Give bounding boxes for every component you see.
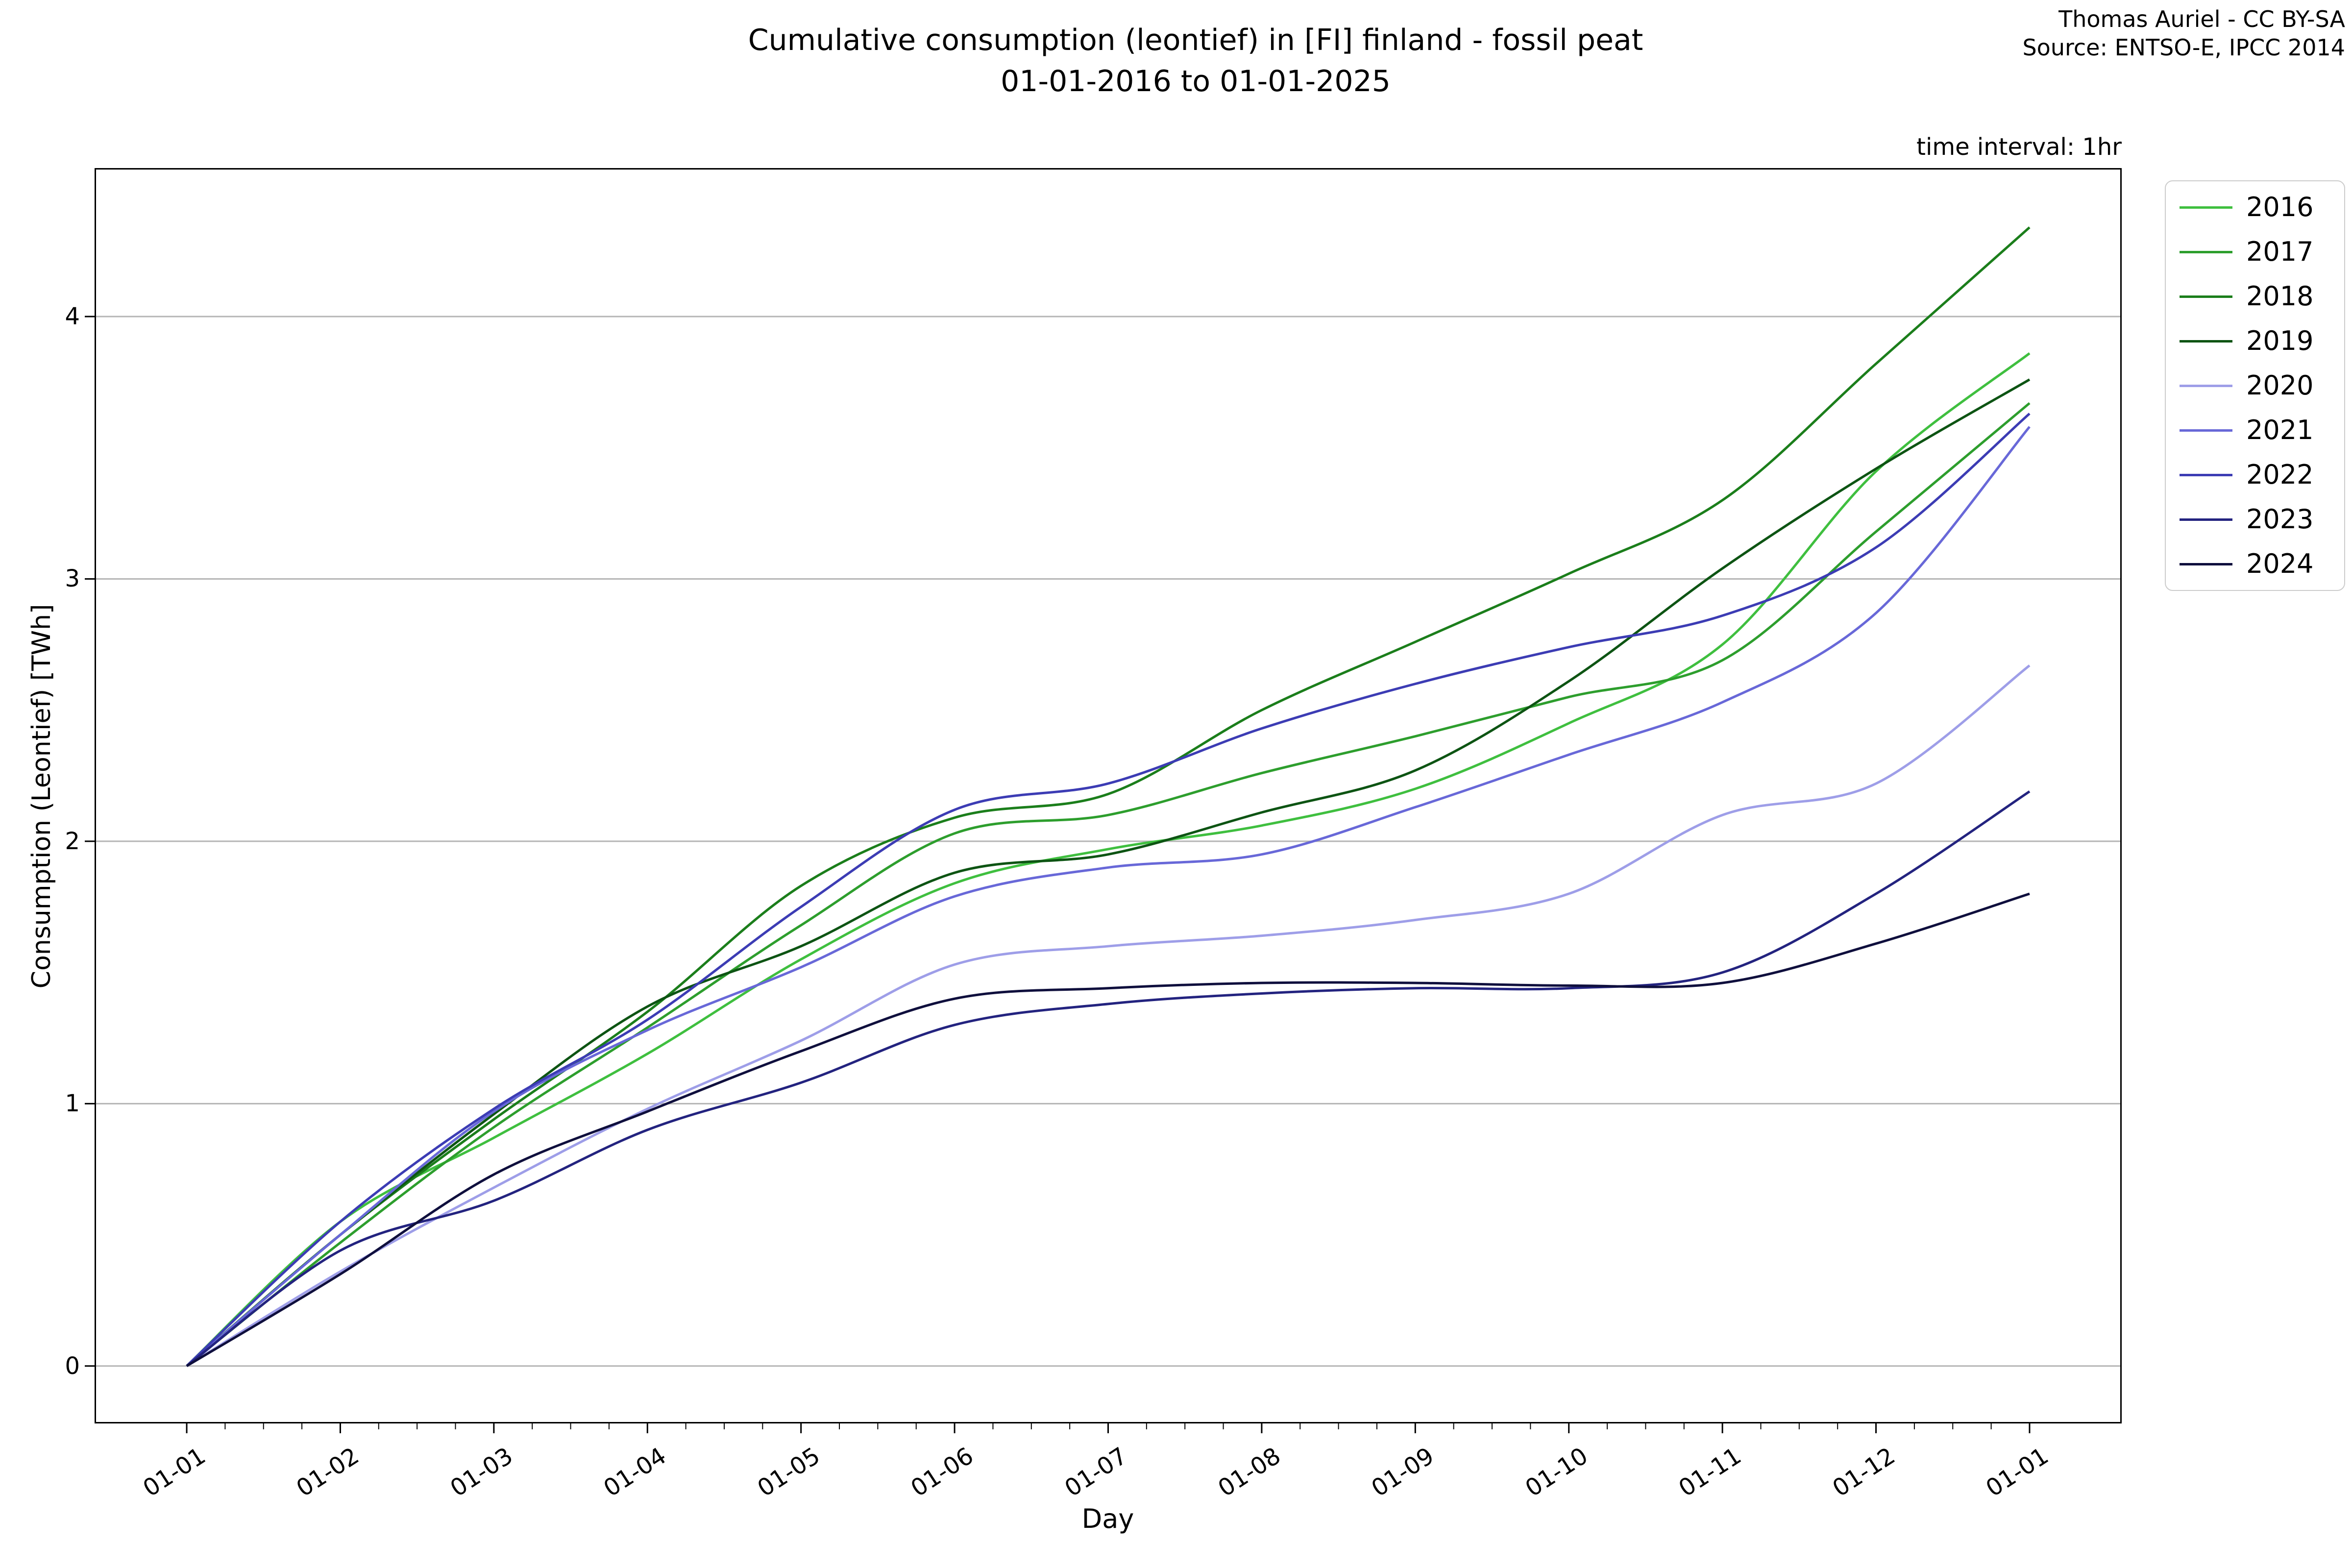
plot-border [95,168,2122,1423]
axis-ticks [85,316,2031,1433]
legend-item-2016: 2016 [2180,194,2329,220]
y-tick-label-3: 3 [65,565,80,593]
legend-line-icon [2180,563,2232,565]
legend-label: 2021 [2246,415,2314,445]
x-tick-label-3: 01-04 [599,1442,671,1502]
x-tick-label-12: 01-01 [1981,1442,2054,1502]
legend-label: 2017 [2246,236,2314,267]
y-tick-label-0: 0 [65,1352,80,1380]
chart-title-line1: Cumulative consumption (leontief) in [FI… [748,23,1643,57]
x-axis-title: Day [1081,1503,1134,1534]
line-2022 [186,413,2031,1367]
x-tick-label-8: 01-09 [1367,1442,1439,1502]
attribution-source: Source: ENTSO-E, IPCC 2014 [2022,34,2345,61]
y-tick-label-1: 1 [65,1090,80,1118]
x-tick-label-4: 01-05 [752,1442,825,1502]
x-tick-label-9: 01-10 [1520,1442,1593,1502]
legend-line-icon [2180,206,2232,209]
legend: 2016 2017 2018 2019 2020 2021 2022 2023 2024 [2165,180,2345,591]
legend-label: 2018 [2246,281,2314,312]
legend-item-2024: 2024 [2180,551,2329,577]
legend-item-2022: 2022 [2180,462,2329,488]
line-2020 [186,664,2031,1367]
chart-title: Cumulative consumption (leontief) in [FI… [529,20,1862,102]
plot-area [85,168,2122,1433]
legend-label: 2020 [2246,370,2314,401]
legend-line-icon [2180,518,2232,521]
legend-label: 2016 [2246,192,2314,222]
gridlines [95,316,2122,1367]
legend-item-2021: 2021 [2180,417,2329,443]
legend-item-2020: 2020 [2180,372,2329,399]
data-lines [186,226,2031,1367]
legend-item-2017: 2017 [2180,239,2329,265]
x-tick-label-7: 01-08 [1213,1442,1286,1502]
line-2016 [186,352,2031,1367]
legend-label: 2019 [2246,325,2314,356]
legend-line-icon [2180,429,2232,432]
x-tick-label-2: 01-03 [445,1442,518,1502]
x-tick-label-1: 01-02 [292,1442,364,1502]
x-tick-label-6: 01-07 [1059,1442,1132,1502]
legend-line-icon [2180,295,2232,298]
legend-line-icon [2180,473,2232,476]
plot-svg [85,168,2122,1433]
y-tick-label-2: 2 [65,827,80,855]
attribution-author: Thomas Auriel - CC BY-SA [2058,6,2345,32]
legend-line-icon [2180,384,2232,387]
time-interval-note: time interval: 1hr [1916,133,2122,161]
legend-line-icon [2180,250,2232,253]
x-tick-label-10: 01-11 [1674,1442,1746,1502]
legend-item-2018: 2018 [2180,283,2329,310]
legend-label: 2023 [2246,504,2314,535]
line-2021 [186,426,2031,1367]
attribution: Thomas Auriel - CC BY-SA Source: ENTSO-E… [2022,5,2345,62]
line-2023 [186,790,2031,1367]
x-tick-label-0: 01-01 [138,1442,211,1502]
line-2024 [186,892,2030,1367]
line-2017 [186,402,2031,1367]
chart-title-line2: 01-01-2016 to 01-01-2025 [1001,64,1391,98]
y-tick-label-4: 4 [65,303,80,331]
x-tick-label-11: 01-12 [1827,1442,1900,1502]
line-2018 [186,226,2031,1367]
legend-label: 2024 [2246,548,2314,579]
legend-line-icon [2180,340,2232,343]
legend-label: 2022 [2246,459,2314,490]
line-2019 [186,378,2031,1367]
legend-item-2019: 2019 [2180,328,2329,354]
legend-item-2023: 2023 [2180,506,2329,533]
x-tick-label-5: 01-06 [906,1442,979,1502]
